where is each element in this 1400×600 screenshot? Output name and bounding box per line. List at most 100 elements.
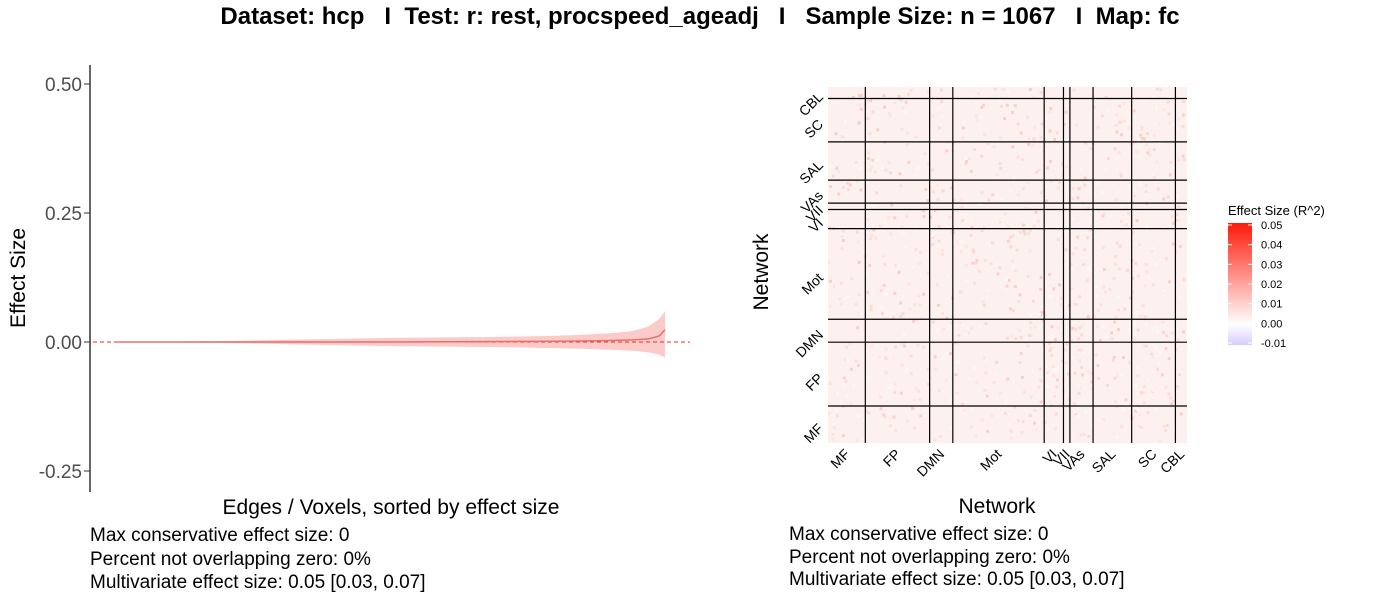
heatmap-cell bbox=[1018, 293, 1022, 297]
heatmap-cell bbox=[917, 294, 921, 298]
heatmap-cell bbox=[1010, 436, 1014, 440]
heatmap-cell bbox=[1021, 187, 1025, 191]
heatmap-cell bbox=[870, 204, 874, 208]
heatmap-cell bbox=[1144, 357, 1148, 361]
heatmap-cell bbox=[1083, 248, 1087, 252]
heatmap-cell bbox=[1135, 219, 1139, 223]
heatmap-cell bbox=[1009, 235, 1013, 239]
heatmap-cell bbox=[1169, 395, 1173, 399]
heatmap-cell bbox=[1176, 117, 1180, 121]
heatmap-cell bbox=[869, 99, 873, 103]
heatmap-cell bbox=[927, 91, 931, 95]
heatmap-cell bbox=[1039, 379, 1043, 383]
heatmap-cell bbox=[1026, 275, 1030, 279]
heatmap-cell bbox=[954, 373, 958, 377]
heatmap-cell bbox=[948, 215, 952, 219]
heatmap-cell bbox=[880, 306, 884, 310]
heatmap-cell bbox=[1136, 374, 1140, 378]
heatmap-cell bbox=[854, 302, 858, 306]
heatmap-cell bbox=[1080, 333, 1083, 337]
heatmap-cell bbox=[889, 386, 893, 390]
heatmap-cell bbox=[911, 407, 914, 410]
heatmap-cell bbox=[975, 259, 979, 262]
heatmap-cell bbox=[1136, 328, 1140, 332]
heatmap-cell bbox=[1134, 261, 1138, 265]
heatmap-cell bbox=[888, 114, 892, 118]
heatmap-cell bbox=[893, 100, 897, 104]
heatmap-cell bbox=[1092, 313, 1096, 317]
heatmap-cell bbox=[1087, 435, 1091, 438]
heatmap-cell bbox=[1097, 208, 1101, 212]
heatmap-cell bbox=[1071, 197, 1075, 201]
heatmap-cell bbox=[944, 379, 948, 382]
heatmap-cell bbox=[1142, 344, 1146, 348]
heatmap-cell bbox=[834, 284, 838, 288]
heatmap-cell bbox=[1106, 383, 1109, 387]
heatmap-cell bbox=[883, 262, 887, 266]
heatmap-cell bbox=[1096, 125, 1100, 129]
heatmap-cell bbox=[1076, 235, 1080, 239]
heatmap-cell bbox=[1081, 373, 1085, 377]
heatmap-cell bbox=[1114, 197, 1118, 201]
heatmap-cell bbox=[1178, 245, 1182, 249]
heatmap-cell bbox=[1072, 88, 1076, 92]
heatmap-cell bbox=[1090, 380, 1094, 384]
heatmap-cell bbox=[906, 143, 909, 147]
heatmap-cell bbox=[894, 429, 898, 432]
heatmap-cell bbox=[891, 263, 895, 267]
heatmap-cell bbox=[1131, 276, 1135, 280]
legend-tick-label: -0.01 bbox=[1261, 338, 1286, 350]
heatmap-cell bbox=[1027, 137, 1031, 140]
heatmap-cell bbox=[1031, 144, 1035, 147]
heatmap-cell bbox=[1017, 193, 1021, 197]
heatmap-cell bbox=[986, 429, 990, 433]
heatmap-cell bbox=[828, 226, 832, 230]
heatmap-cell bbox=[1117, 151, 1121, 155]
heatmap-cell bbox=[1100, 190, 1104, 194]
heatmap-cell bbox=[864, 272, 868, 276]
heatmap-cell bbox=[1164, 429, 1168, 433]
heatmap-cell bbox=[1071, 217, 1075, 221]
heatmap-cell bbox=[961, 402, 965, 406]
legend-tick-label: 0.03 bbox=[1261, 259, 1282, 271]
heatmap-cell bbox=[1124, 398, 1128, 402]
heatmap-cell bbox=[1012, 234, 1015, 238]
heatmap-cell bbox=[967, 377, 971, 381]
heatmap-cell bbox=[1020, 431, 1024, 434]
heatmap-cell bbox=[1104, 168, 1108, 172]
heatmap-cell bbox=[1077, 337, 1080, 341]
heatmap-cell bbox=[1145, 270, 1149, 274]
heatmap-cell bbox=[893, 216, 897, 220]
heatmap-cell bbox=[900, 127, 904, 131]
heatmap-cell bbox=[868, 263, 872, 267]
heatmap-cell bbox=[1156, 330, 1160, 333]
heatmap-cell bbox=[1083, 183, 1087, 187]
heatmap-cell bbox=[974, 115, 978, 118]
heatmap-cell bbox=[1064, 302, 1068, 306]
heatmap-cell bbox=[1128, 361, 1132, 365]
heatmap-cell bbox=[1140, 126, 1144, 130]
heatmap-cell bbox=[1152, 134, 1156, 138]
heatmap-cell bbox=[830, 164, 834, 168]
heatmap-cell bbox=[1039, 149, 1043, 153]
heatmap-cell bbox=[1012, 176, 1016, 180]
heatmap-cell bbox=[1019, 352, 1023, 356]
heatmap-cell bbox=[942, 327, 946, 331]
heatmap-cell bbox=[875, 158, 879, 162]
heatmap-cell bbox=[1140, 127, 1144, 131]
heatmap-cell bbox=[841, 229, 845, 233]
heatmap-cell bbox=[850, 277, 854, 281]
heatmap-x-label: SC bbox=[1135, 446, 1160, 471]
heatmap-cell bbox=[989, 262, 993, 266]
heatmap-cell bbox=[1080, 324, 1084, 328]
heatmap-cell bbox=[1041, 150, 1045, 154]
heatmap-cell bbox=[950, 398, 953, 402]
heatmap-y-label: SC bbox=[801, 116, 826, 141]
heatmap-cell bbox=[1175, 213, 1179, 217]
heatmap-cell bbox=[1029, 88, 1032, 92]
heatmap-cell bbox=[1048, 110, 1052, 114]
heatmap-cell bbox=[1142, 385, 1146, 389]
heatmap-cell bbox=[1152, 388, 1156, 392]
heatmap-cell bbox=[969, 169, 973, 173]
